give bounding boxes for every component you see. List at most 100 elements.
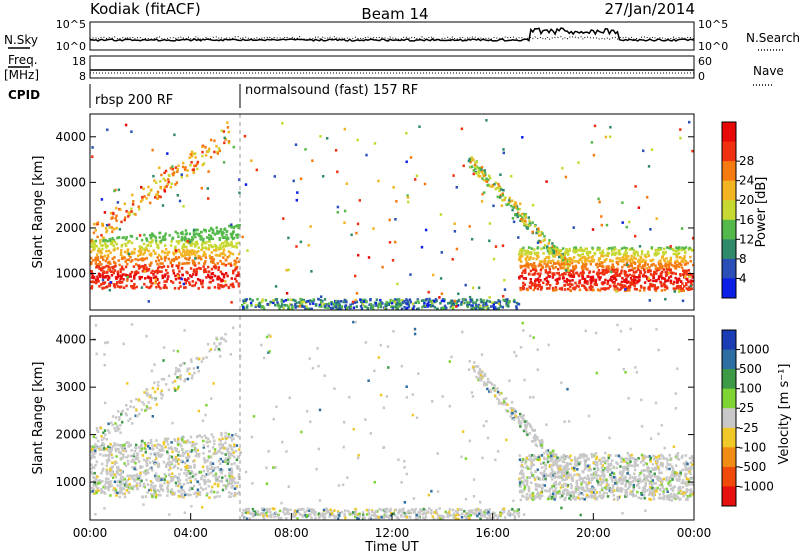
echo-cell [180, 488, 183, 492]
echo-cell [177, 453, 180, 457]
echo-cell [92, 259, 95, 262]
echo-cell [196, 242, 199, 245]
echo-cell [500, 204, 504, 207]
echo-cell [187, 261, 191, 265]
echo-cell [667, 272, 671, 275]
echo-cell [129, 417, 132, 421]
echo-cell [565, 248, 568, 251]
echo-cell [169, 185, 173, 189]
echo-cell [231, 475, 234, 479]
echo-cell [173, 287, 177, 290]
echo-cell [138, 245, 141, 248]
echo-cell [643, 264, 646, 267]
echo-cell [606, 279, 610, 283]
echo-cell [236, 481, 240, 484]
echo-cell [196, 366, 199, 369]
echo-cell [127, 487, 131, 490]
echo-cell [644, 253, 647, 257]
echo-cell [579, 254, 582, 257]
echo-cell [563, 253, 567, 256]
echo-cell [622, 258, 626, 262]
echo-cell [679, 285, 682, 288]
echo-cell [97, 280, 100, 283]
echo-cell [630, 464, 634, 467]
echo-cell [106, 461, 109, 464]
echo-cell [487, 178, 490, 182]
echo-cell [112, 244, 115, 247]
echo-cell [472, 169, 475, 172]
echo-cell [97, 263, 100, 266]
echo-cell [122, 453, 125, 456]
echo-cell [179, 454, 183, 457]
echo-cell [641, 489, 644, 493]
echo-cell [217, 147, 221, 150]
echo-cell [669, 256, 672, 260]
echo-cell [304, 307, 307, 311]
echo-cell [194, 164, 197, 167]
echo-cell [554, 252, 557, 256]
echo-cell [251, 299, 254, 302]
echo-cell [655, 279, 658, 283]
echo-cell [566, 493, 569, 497]
echo-cell [230, 236, 233, 239]
echo-cell [616, 261, 619, 264]
echo-cell [156, 262, 159, 266]
echo-cell [246, 249, 249, 252]
echo-cell [191, 280, 194, 283]
echo-cell [539, 233, 542, 237]
echo-cell [668, 480, 672, 483]
echo-cell [601, 287, 605, 291]
echo-cell [93, 222, 96, 226]
echo-cell [230, 264, 233, 267]
echo-cell [632, 267, 635, 271]
echo-cell [183, 253, 186, 257]
echo-cell [237, 241, 241, 245]
echo-cell [123, 495, 127, 499]
echo-cell [486, 184, 489, 187]
echo-cell [184, 286, 187, 289]
echo-cell [142, 187, 145, 191]
echo-cell [96, 482, 100, 485]
echo-cell [672, 252, 675, 256]
echo-cell [512, 220, 516, 224]
echo-cell [97, 247, 100, 250]
echo-cell [568, 247, 571, 251]
echo-cell [158, 231, 161, 235]
echo-cell [677, 475, 681, 479]
echo-cell [153, 444, 157, 447]
echo-cell [663, 488, 666, 491]
echo-cell [150, 261, 153, 265]
echo-cell [156, 477, 160, 481]
echo-cell [533, 248, 536, 251]
echo-cell [371, 307, 375, 311]
echo-cell [221, 252, 224, 256]
echo-cell [128, 474, 131, 478]
echo-cell [560, 288, 564, 291]
echo-cell [562, 474, 566, 477]
echo-cell [178, 240, 181, 243]
echo-cell [209, 461, 212, 464]
echo-cell [191, 471, 194, 474]
echo-cell [571, 275, 574, 278]
echo-cell [197, 266, 201, 270]
echo-cell [220, 278, 223, 282]
echo-cell [554, 486, 558, 490]
echo-cell [183, 278, 187, 281]
echo-cell [393, 298, 397, 301]
echo-cell [184, 465, 187, 469]
echo-cell [280, 298, 284, 302]
echo-cell [396, 282, 399, 286]
date-title: 27/Jan/2014 [605, 0, 696, 18]
echo-cell [631, 457, 635, 460]
echo-cell [228, 491, 231, 494]
echo-cell [569, 492, 572, 496]
echo-cell [555, 246, 559, 250]
echo-cell [579, 456, 582, 459]
echo-cell [107, 457, 111, 460]
echo-cell [278, 307, 281, 310]
echo-cell [683, 255, 686, 258]
echo-cell [201, 154, 204, 158]
echo-cell [199, 230, 203, 234]
echo-cell [452, 174, 455, 177]
echo-cell [200, 281, 203, 284]
